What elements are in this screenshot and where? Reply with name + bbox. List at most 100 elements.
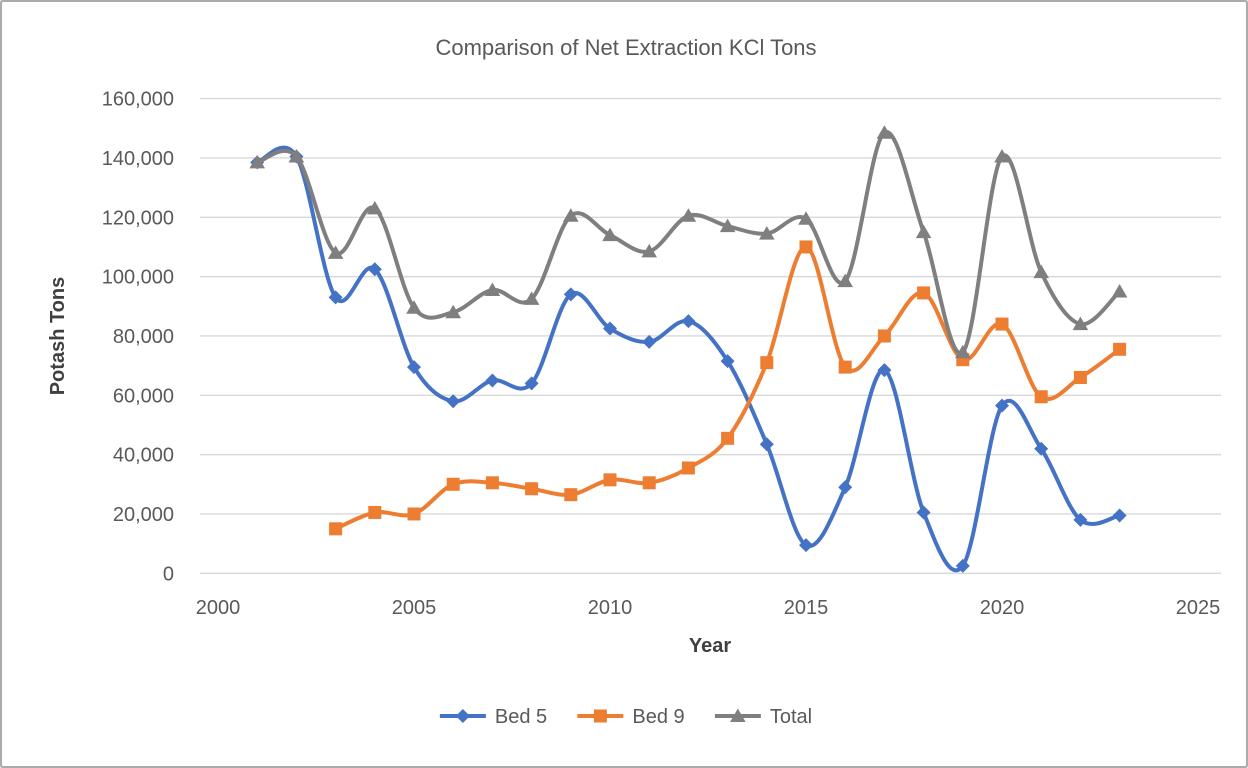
data-point-bed-5 — [407, 360, 421, 375]
data-point-total — [955, 344, 971, 359]
data-point-bed-9 — [681, 461, 695, 475]
data-point-total — [327, 245, 344, 259]
data-point-total — [484, 282, 501, 296]
legend-swatch-diamond-icon — [455, 709, 470, 723]
data-point-bed-9 — [329, 522, 343, 536]
x-tick-label: 2000 — [196, 597, 241, 619]
data-point-bed-9 — [564, 488, 578, 502]
data-point-bed-5 — [759, 437, 774, 452]
data-point-bed-5 — [603, 321, 617, 336]
data-point-bed-9 — [995, 317, 1009, 331]
legend-label: Bed 5 — [495, 706, 547, 728]
x-tick-label: 2025 — [1176, 597, 1221, 619]
series-group — [249, 125, 1128, 573]
data-point-bed-5 — [563, 287, 578, 302]
data-point-bed-9 — [446, 477, 460, 491]
legend-swatch-triangle-icon — [730, 708, 746, 722]
x-axis-tick-labels: 2000 2005 2010 2015 2020 2025 — [196, 597, 1221, 619]
data-point-total — [1033, 264, 1049, 279]
data-point-bed-5 — [328, 290, 343, 305]
data-point-bed-9 — [799, 240, 813, 254]
y-tick-label: 120,000 — [102, 207, 174, 229]
data-point-bed-5 — [995, 398, 1009, 413]
y-tick-label: 80,000 — [113, 326, 174, 348]
data-point-total — [288, 148, 305, 163]
data-point-bed-9 — [525, 482, 539, 496]
data-point-bed-5 — [955, 558, 970, 573]
x-axis-title: Year — [689, 635, 731, 657]
chart-title: Comparison of Net Extraction KCl Tons — [435, 35, 816, 60]
legend-label: Bed 9 — [632, 706, 684, 728]
data-point-total — [563, 208, 579, 222]
data-point-total — [837, 273, 853, 288]
legend-label: Total — [770, 706, 812, 728]
data-point-total — [406, 300, 422, 314]
data-point-bed-9 — [1113, 342, 1127, 356]
data-point-total — [1111, 283, 1128, 298]
data-point-bed-9 — [760, 356, 774, 370]
data-point-bed-5 — [642, 334, 657, 349]
data-point-bed-5 — [524, 376, 539, 391]
data-point-total — [876, 125, 893, 139]
data-point-total — [719, 218, 736, 233]
data-point-bed-9 — [485, 476, 499, 490]
legend-swatch-square-icon — [593, 709, 607, 723]
data-point-bed-9 — [1034, 390, 1048, 404]
data-point-bed-5 — [1034, 441, 1049, 456]
data-point-bed-5 — [367, 262, 382, 277]
data-point-total — [798, 211, 814, 225]
data-point-bed-5 — [877, 363, 892, 378]
data-point-bed-5 — [838, 480, 853, 495]
data-point-bed-5 — [485, 373, 500, 388]
data-point-bed-5 — [681, 314, 696, 329]
data-point-bed-9 — [877, 329, 891, 343]
data-point-bed-9 — [368, 505, 382, 519]
y-tick-label: 20,000 — [113, 504, 174, 526]
x-tick-label: 2010 — [588, 597, 633, 619]
data-point-bed-9 — [603, 473, 617, 487]
y-tick-label: 160,000 — [102, 89, 174, 111]
data-point-total — [915, 224, 932, 239]
data-point-bed-9 — [917, 286, 931, 300]
data-point-bed-9 — [721, 431, 735, 445]
series-bed-9 — [329, 240, 1127, 536]
data-point-bed-5 — [916, 505, 931, 520]
legend-item-total: Total — [714, 706, 812, 728]
y-axis-title: Potash Tons — [47, 277, 69, 396]
data-point-bed-5 — [799, 538, 813, 553]
y-tick-label: 40,000 — [113, 445, 174, 467]
y-tick-label: 100,000 — [102, 267, 174, 289]
data-point-bed-5 — [720, 354, 735, 369]
data-point-total — [602, 227, 618, 242]
x-tick-label: 2005 — [392, 597, 437, 619]
series-line-bed-5 — [255, 145, 1122, 573]
y-tick-label: 60,000 — [113, 385, 174, 407]
legend-item-bed-9: Bed 9 — [577, 706, 685, 728]
data-point-bed-9 — [838, 360, 852, 374]
data-point-bed-9 — [642, 476, 656, 490]
data-point-bed-5 — [1073, 512, 1088, 527]
data-point-total — [367, 200, 383, 215]
y-axis-tick-labels: 0 20,000 40,000 60,000 80,000 100,000 120,000 1… — [102, 89, 174, 586]
series-total — [249, 125, 1128, 359]
data-point-total — [759, 226, 775, 240]
data-point-bed-5 — [1112, 508, 1127, 523]
data-point-total — [445, 304, 461, 319]
data-point-total — [1072, 316, 1089, 331]
y-tick-label: 0 — [163, 563, 174, 585]
x-tick-label: 2015 — [784, 597, 829, 619]
data-point-total — [994, 148, 1010, 163]
data-point-total — [523, 291, 540, 305]
series-line-bed-9 — [333, 244, 1122, 531]
data-point-total — [249, 154, 265, 169]
data-point-total — [641, 243, 657, 258]
legend: Bed 5 Bed 9 Total — [439, 706, 812, 728]
data-point-bed-9 — [1073, 370, 1087, 384]
data-point-bed-5 — [446, 394, 461, 409]
data-point-bed-9 — [407, 507, 421, 521]
y-tick-label: 140,000 — [102, 148, 174, 170]
data-point-total — [680, 208, 697, 222]
x-tick-label: 2020 — [980, 597, 1025, 619]
